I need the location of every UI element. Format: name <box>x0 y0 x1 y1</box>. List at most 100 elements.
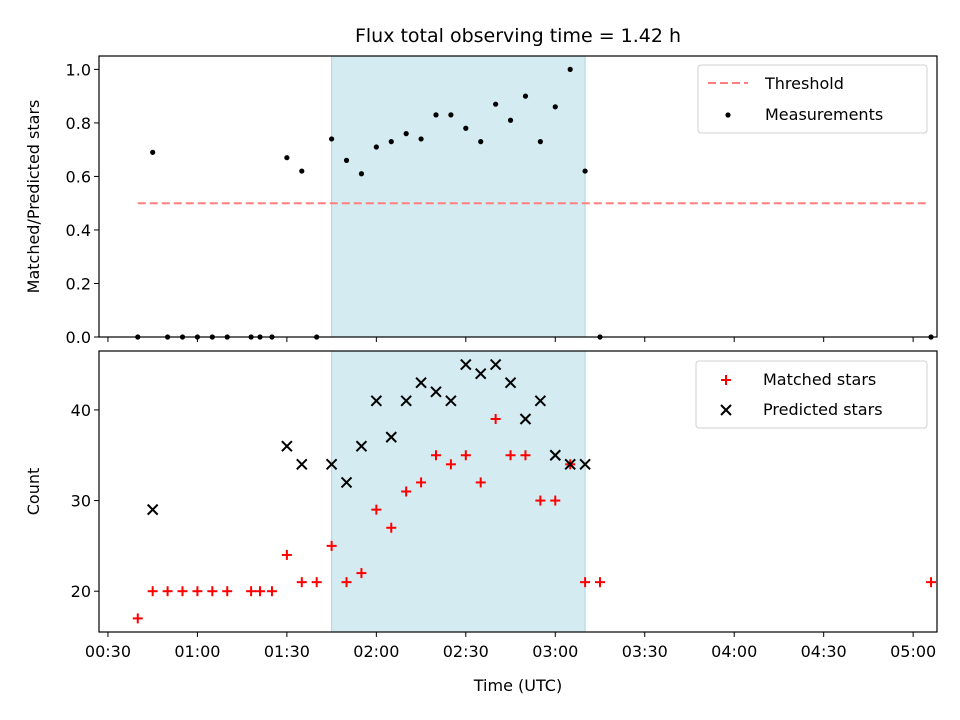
y-tick-label: 0.4 <box>66 221 91 240</box>
matched-point <box>246 586 257 597</box>
legend-measurements-swatch <box>725 112 731 118</box>
predicted-point <box>281 440 293 452</box>
matched-point <box>266 586 277 597</box>
predicted-point <box>296 458 308 471</box>
y-tick-label: 0.6 <box>66 167 91 186</box>
predicted-point <box>549 449 561 461</box>
x-tick-label: 03:30 <box>622 642 668 661</box>
matched-point <box>192 586 203 597</box>
matched-point <box>430 450 441 461</box>
measurement-point <box>150 149 156 155</box>
predicted-point <box>430 386 442 398</box>
matched-point <box>475 477 486 488</box>
measurement-point <box>418 136 424 142</box>
measurement-point <box>463 125 469 131</box>
matched-point <box>222 586 233 597</box>
legend-matched-swatch <box>721 375 731 385</box>
matched-point <box>550 495 561 506</box>
predicted-point <box>534 395 547 407</box>
x-axis-label: Time (UTC) <box>473 676 562 695</box>
legend-predicted-swatch <box>720 404 732 416</box>
predicted-point <box>579 458 591 471</box>
top-panel: 0.0 0.2 0.4 0.6 0.8 1.0 Flux total observing … <box>24 25 938 347</box>
matched-point <box>520 450 531 461</box>
measurement-point <box>388 139 394 145</box>
predicted-point <box>355 440 368 452</box>
matched-point <box>255 586 266 597</box>
predicted-point <box>325 458 338 471</box>
predicted-point <box>489 358 502 371</box>
matched-point <box>490 413 501 424</box>
matched-point <box>371 504 382 515</box>
bottom-y-axis-label: Count <box>24 468 43 516</box>
y-tick-label: 0.2 <box>66 274 91 293</box>
top-axes-frame <box>98 55 938 338</box>
measurement-point <box>478 139 484 145</box>
matched-point <box>416 477 427 488</box>
measurement-point <box>343 157 350 163</box>
matched-point <box>177 586 188 597</box>
legend-threshold-label: Threshold <box>764 74 844 93</box>
x-tick-label: 04:00 <box>711 642 757 661</box>
measurement-point <box>358 171 365 177</box>
matched-point <box>311 577 322 588</box>
top-ticks: 0.0 0.2 0.4 0.6 0.8 1.0 <box>66 60 914 347</box>
matched-point <box>595 577 606 588</box>
predicted-point <box>415 377 427 389</box>
top-observing-span <box>331 55 586 338</box>
x-tick-label: 04:30 <box>801 642 847 661</box>
x-tick-label: 02:00 <box>353 642 399 661</box>
x-tick-label: 03:00 <box>532 642 578 661</box>
matched-point <box>207 586 218 597</box>
y-tick-label: 0.8 <box>66 114 91 133</box>
measurement-point <box>448 112 454 118</box>
y-tick-label: 20 <box>71 582 91 601</box>
bottom-axes-frame <box>98 350 938 633</box>
legend-matched-label: Matched stars <box>763 370 876 389</box>
matched-point <box>580 577 591 588</box>
measurement-point <box>373 144 379 150</box>
predicted-point <box>400 395 412 407</box>
y-tick-label: 30 <box>71 492 91 511</box>
matched-point <box>326 540 337 551</box>
predicted-point <box>146 503 159 516</box>
measurement-point <box>537 139 543 145</box>
measurement-point <box>507 117 514 123</box>
matched-point <box>281 549 292 560</box>
matched-point <box>356 568 367 579</box>
matched-point <box>505 450 516 461</box>
x-tick-label: 00:30 <box>85 642 131 661</box>
top-legend: Threshold Measurements <box>697 64 928 134</box>
predicted-point <box>340 476 353 489</box>
bottom-observing-span <box>331 350 586 633</box>
matched-point <box>926 577 937 588</box>
matched-point <box>401 486 412 497</box>
measurement-point <box>493 101 499 107</box>
chart-title: Flux total observing time = 1.42 h <box>355 25 681 47</box>
predicted-point <box>519 413 532 425</box>
predicted-point <box>504 377 517 389</box>
top-y-axis-label: Matched/Predicted stars <box>24 100 43 294</box>
legend-measurements-label: Measurements <box>765 105 883 124</box>
bottom-marks <box>132 358 937 624</box>
measurement-point <box>299 168 305 174</box>
measurement-point <box>552 104 558 110</box>
matched-point <box>296 577 307 588</box>
measurement-point <box>284 155 290 161</box>
predicted-point <box>564 458 576 471</box>
matched-point <box>341 577 352 588</box>
matched-point <box>162 586 173 597</box>
y-tick-label: 0.0 <box>66 328 91 347</box>
matched-point <box>460 450 471 461</box>
measurement-point <box>567 66 573 72</box>
bottom-ticks: 00:30 01:00 01:30 02:00 02:30 03:00 03:30 04:00… <box>71 401 937 661</box>
y-tick-label: 40 <box>71 401 91 420</box>
matched-point <box>147 586 158 597</box>
legend-predicted-label: Predicted stars <box>763 400 883 419</box>
bottom-legend-box <box>695 360 928 429</box>
predicted-point <box>385 431 397 443</box>
predicted-point <box>370 395 383 407</box>
matched-point <box>445 459 456 470</box>
x-tick-label: 01:30 <box>264 642 310 661</box>
